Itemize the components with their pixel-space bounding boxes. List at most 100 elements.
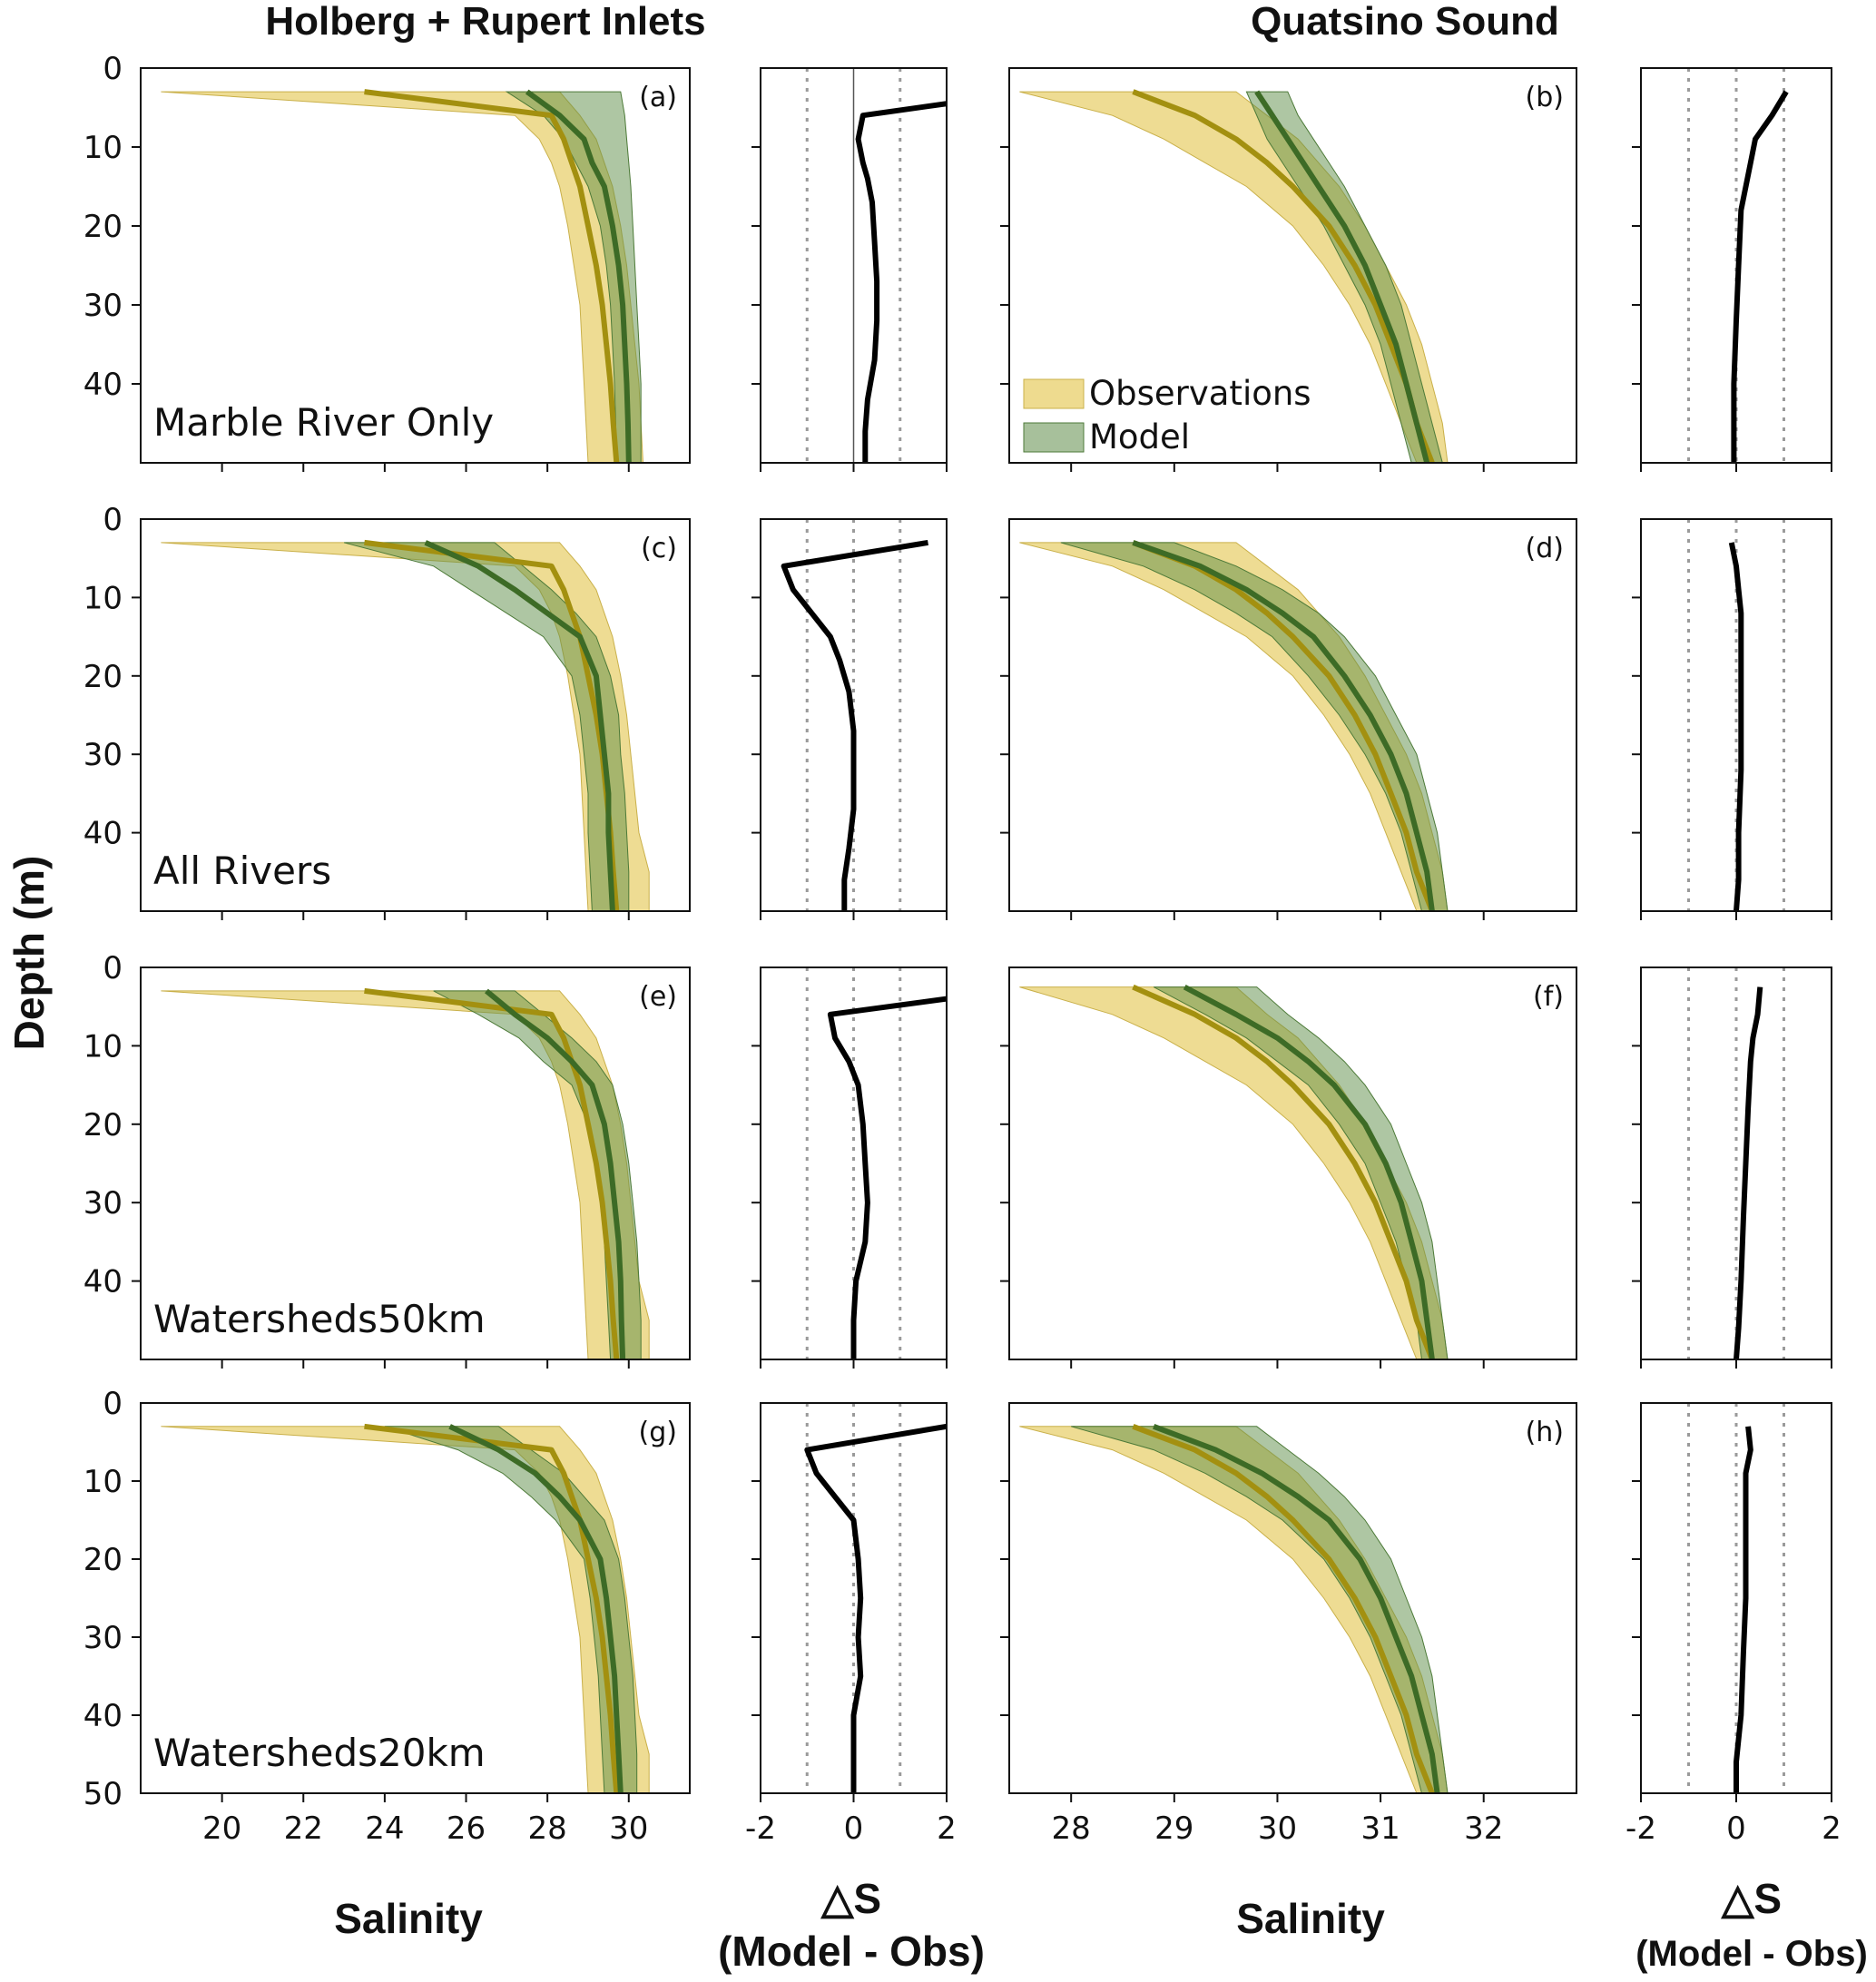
x-axis-title-salinity-right: Salinity	[1236, 1895, 1385, 1942]
panel-r4-c1-ylabel-10: 10	[83, 1464, 123, 1500]
panel-r4-c3-xlabel-31: 31	[1360, 1810, 1400, 1847]
panel-r4-c1-obs-mean-line	[364, 1423, 620, 1793]
panel-r3-c3-panel-label: (f)	[1533, 981, 1564, 1013]
panel-r2-c1-scenario-label: All Rivers	[153, 849, 331, 893]
panel-r1-c4-delta-line	[1731, 90, 1789, 463]
panel-r2-c1-ylabel-10: 10	[83, 580, 123, 616]
panel-r4-c4-plot-area	[1687, 1403, 1785, 1793]
panel-r1-c1-obs-mean-line	[364, 89, 620, 463]
panel-r4-c1-xlabel-22: 22	[284, 1810, 323, 1847]
panel-r1-c4	[1632, 67, 1832, 472]
panel-r1-c1-panel-label: (a)	[639, 82, 677, 113]
panel-r1-c3-model-mean-line	[1254, 90, 1430, 463]
panel-r1-c3: (b)	[1000, 67, 1577, 472]
panel-r1-c1-plot-area	[161, 89, 644, 463]
panel-r2-c1-panel-label: (c)	[641, 533, 677, 564]
panel-r1-c1-ylabel-0: 0	[103, 51, 123, 87]
panel-r3-c1-ylabel-0: 0	[103, 950, 123, 986]
panel-r4-c4-xlabel--2: -2	[1626, 1810, 1656, 1847]
panel-r3-c3-plot-area	[1019, 984, 1449, 1359]
panel-r2-c2-delta-line	[781, 539, 928, 911]
panel-r1-c4-plot-area	[1687, 68, 1789, 463]
panel-r1-c2-delta-line	[855, 101, 947, 463]
panel-r3-c1-scenario-label: Watersheds50km	[153, 1297, 486, 1341]
panel-r4-c1-model-range	[384, 1426, 638, 1793]
legend-label-observations: Observations	[1089, 374, 1311, 413]
panel-r2-c4	[1632, 518, 1832, 920]
panel-r2-c1-plot-area	[161, 539, 650, 911]
x-axis-subtitle-delta-left: (Model - Obs)	[718, 1928, 985, 1975]
panel-r4-c1-xlabel-26: 26	[447, 1810, 486, 1847]
panel-r3-c3-frame	[1008, 966, 1577, 1360]
panel-r2-c2	[751, 518, 948, 920]
panel-r4-c2-xlabel-0: 0	[844, 1810, 864, 1847]
panel-r4-c1-plot-area	[161, 1423, 650, 1793]
panel-r1-c2-plot-area	[805, 68, 947, 463]
panel-r2-c1-ylabel-20: 20	[83, 659, 123, 695]
panel-r4-c4: -2 0 2	[1626, 1402, 1842, 1847]
panel-r2-c3-obs-mean-line	[1132, 540, 1435, 911]
legend-swatch-model	[1023, 422, 1085, 453]
panel-r3-c1-obs-mean-line	[364, 987, 620, 1359]
panel-r4-c1-ylabel-30: 30	[83, 1620, 123, 1656]
panel-r4-c1-xlabel-20: 20	[202, 1810, 241, 1847]
panel-r1-c1-frame	[140, 67, 691, 464]
panel-r3-c3-model-mean-line	[1183, 984, 1435, 1359]
panel-r1-c1-ylabel-40: 40	[83, 367, 123, 403]
title-right: Quatsino Sound	[1251, 0, 1559, 44]
panel-r4-c1-ylabel-20: 20	[83, 1542, 123, 1578]
panel-r4-c1-ylabel-50: 50	[83, 1776, 123, 1812]
panel-r4-c1-model-mean-line	[448, 1424, 624, 1793]
panel-r2-c4-plot-area	[1687, 519, 1785, 911]
panel-r2-c1-ylabel-0: 0	[103, 502, 123, 538]
panel-r4-c2: -2 0 2	[745, 1402, 957, 1847]
panel-r4-c1-xlabel-28: 28	[528, 1810, 567, 1847]
panel-r4-c3-xlabel-29: 29	[1154, 1810, 1193, 1847]
panel-r4-c3-plot-area	[1019, 1423, 1449, 1793]
title-left: Holberg + Rupert Inlets	[265, 0, 705, 44]
panel-r4-c3-obs-mean-line	[1132, 1423, 1435, 1793]
panel-r4-c3-panel-label: (h)	[1526, 1417, 1564, 1448]
panel-r3-c2-plot-area	[805, 967, 947, 1359]
panel-r1-c1-scenario-label: Marble River Only	[153, 400, 494, 445]
panel-r3-c1: 0 10 20 30 40 (e) Watersheds50km	[83, 950, 691, 1369]
panel-r4-c4-xlabel-0: 0	[1726, 1810, 1746, 1847]
panel-r4-c3-xlabel-32: 32	[1464, 1810, 1503, 1847]
panel-r4-c1-xlabel-24: 24	[365, 1810, 404, 1847]
panel-r1-c1: 0 10 20 30 40 (a) Marble River Only	[83, 51, 691, 472]
panel-r4-c3: 28 29 30 31 32 (h)	[1000, 1402, 1577, 1847]
panel-r2-c1-ylabel-30: 30	[83, 737, 123, 773]
panel-r3-c2	[751, 966, 948, 1369]
legend-label-model: Model	[1089, 417, 1190, 456]
x-axis-title-delta-left: △S	[820, 1875, 881, 1922]
panel-r3-c1-model-mean-line	[484, 988, 626, 1359]
panel-r2-c1-model-mean-line	[424, 540, 615, 911]
panel-r1-c1-ylabel-10: 10	[83, 130, 123, 166]
panel-r4-c4-delta-line	[1734, 1426, 1753, 1793]
panel-r3-c3: (f)	[1000, 966, 1577, 1369]
x-axis-subtitle-delta-right: (Model - Obs)	[1635, 1934, 1868, 1974]
legend-swatch-observations	[1023, 378, 1085, 409]
panel-r1-c2	[751, 67, 948, 472]
panel-r4-c3-model-range	[1071, 1426, 1449, 1793]
panel-r2-c4-delta-line	[1728, 542, 1744, 911]
panel-r2-c3-model-mean-line	[1132, 540, 1435, 911]
panel-r3-c1-frame	[140, 966, 691, 1360]
panel-r1-c3-frame	[1008, 67, 1577, 464]
panel-r4-c1-scenario-label: Watersheds20km	[153, 1731, 486, 1775]
panel-r4-c3-frame	[1008, 1402, 1577, 1794]
panel-r4-c3-model-mean-line	[1153, 1423, 1440, 1793]
panel-r2-c1-ylabel-40: 40	[83, 816, 123, 852]
panel-r3-c4	[1632, 966, 1832, 1369]
panel-r4-c2-xlabel--2: -2	[745, 1810, 776, 1847]
panel-r1-c1-ylabel-20: 20	[83, 209, 123, 245]
x-axis-title-delta-right: △S	[1720, 1875, 1782, 1922]
panel-r3-c3-obs-mean-line	[1132, 984, 1435, 1359]
panel-r3-c4-plot-area	[1687, 967, 1785, 1359]
x-axis-title-salinity-left: Salinity	[334, 1895, 483, 1942]
panel-r3-c1-ylabel-20: 20	[83, 1107, 123, 1143]
panel-r1-c1-ylabel-30: 30	[83, 288, 123, 324]
panel-r4-c4-xlabel-2: 2	[1822, 1810, 1842, 1847]
panel-r4-c2-xlabel-2: 2	[937, 1810, 957, 1847]
